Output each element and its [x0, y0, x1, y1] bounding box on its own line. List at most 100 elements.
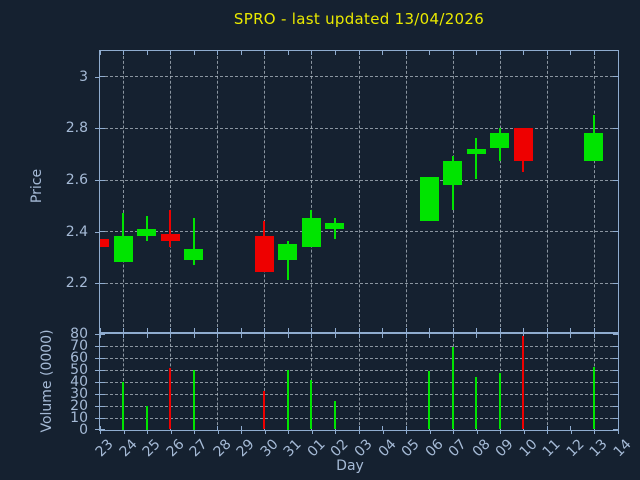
day-tick-label: 28 — [210, 436, 235, 461]
day-tick-label: 04 — [375, 436, 400, 461]
day-tick — [264, 50, 266, 55]
day-tick-label: 30 — [257, 436, 282, 461]
day-tick — [123, 430, 125, 434]
candle-wick-02 — [333, 218, 336, 239]
day-tick — [311, 327, 313, 332]
day-tick — [476, 333, 478, 338]
chart-title: SPRO - last updated 13/04/2026 — [233, 10, 485, 28]
day-tick — [429, 333, 431, 338]
day-tick-label: 24 — [116, 436, 141, 461]
gridline-vertical — [405, 333, 407, 430]
day-tick — [170, 333, 172, 338]
candle-body-10 — [513, 127, 533, 162]
price-tick-label: 2.2 — [65, 275, 88, 292]
volume-tick — [612, 345, 618, 347]
gridline-vertical — [546, 333, 548, 430]
candle-body-06 — [419, 176, 439, 221]
volume-tick — [99, 428, 105, 430]
day-tick — [358, 425, 360, 430]
day-tick — [593, 333, 595, 338]
day-tick — [147, 430, 149, 434]
day-tick-label: 11 — [540, 436, 564, 461]
volume-bar-31 — [286, 369, 289, 430]
day-tick — [523, 333, 525, 338]
candle-body-23 — [99, 238, 109, 247]
candle-body-26 — [160, 233, 180, 242]
day-tick — [382, 327, 384, 332]
day-tick — [334, 333, 336, 338]
day-tick — [547, 430, 549, 434]
day-tick — [170, 327, 172, 332]
day-tick — [618, 51, 619, 55]
day-tick — [405, 327, 407, 332]
volume-tick — [612, 333, 618, 335]
day-tick — [311, 430, 313, 434]
day-tick — [146, 50, 148, 55]
day-tick — [500, 430, 502, 434]
volume-tick — [99, 405, 105, 407]
day-tick — [452, 50, 454, 55]
day-tick — [359, 430, 360, 434]
candle-body-25 — [137, 228, 157, 237]
day-tick-label: 01 — [304, 436, 329, 461]
day-tick — [217, 333, 219, 338]
day-tick — [240, 333, 242, 338]
candle-body-27 — [184, 249, 204, 260]
day-tick — [499, 333, 501, 338]
price-tick — [99, 76, 105, 78]
volume-bar-26 — [169, 368, 172, 430]
day-tick-label: 07 — [445, 436, 470, 461]
day-tick — [311, 333, 313, 338]
day-tick — [523, 327, 525, 332]
day-tick — [217, 425, 219, 430]
day-tick-label: 14 — [610, 436, 635, 461]
volume-tick — [99, 369, 105, 371]
day-tick — [382, 333, 384, 338]
gridline-vertical — [358, 50, 360, 332]
day-tick — [123, 50, 125, 55]
day-tick — [476, 50, 478, 55]
price-tick — [612, 231, 618, 233]
day-tick — [382, 425, 384, 430]
day-tick — [146, 333, 148, 338]
day-tick — [570, 50, 572, 55]
day-tick — [288, 430, 290, 434]
day-tick — [311, 50, 313, 55]
day-tick — [358, 333, 360, 338]
day-tick — [264, 430, 266, 434]
price-tick — [612, 76, 618, 78]
volume-bar-13 — [592, 367, 595, 430]
day-tick-label: 08 — [469, 436, 494, 461]
day-tick — [123, 327, 125, 332]
day-tick-label: 25 — [139, 436, 164, 461]
price-tick — [99, 179, 105, 181]
day-tick-label: 12 — [563, 436, 588, 461]
day-tick — [570, 425, 572, 430]
day-tick — [240, 327, 242, 332]
day-tick-label: 31 — [281, 436, 305, 461]
volume-tick — [99, 417, 105, 419]
day-tick — [618, 334, 619, 338]
price-tick — [612, 127, 618, 129]
candle-wick-31 — [286, 241, 289, 281]
day-tick — [193, 327, 195, 332]
volume-bar-09 — [498, 373, 501, 430]
day-tick — [429, 327, 431, 332]
day-tick — [193, 333, 195, 338]
volume-tick — [612, 357, 618, 359]
day-tick — [523, 50, 525, 55]
candle-body-02 — [325, 223, 345, 229]
day-tick — [217, 50, 219, 55]
day-tick — [546, 425, 548, 430]
day-tick-label: 13 — [587, 436, 612, 461]
day-tick — [594, 430, 596, 434]
volume-bar-06 — [428, 370, 431, 430]
day-tick — [240, 50, 242, 55]
day-tick — [217, 327, 219, 332]
day-tick — [570, 430, 572, 434]
day-tick — [194, 430, 196, 434]
volume-tick — [612, 369, 618, 371]
day-tick — [99, 327, 101, 332]
gridline-vertical — [499, 50, 501, 332]
volume-bar-08 — [475, 376, 478, 430]
